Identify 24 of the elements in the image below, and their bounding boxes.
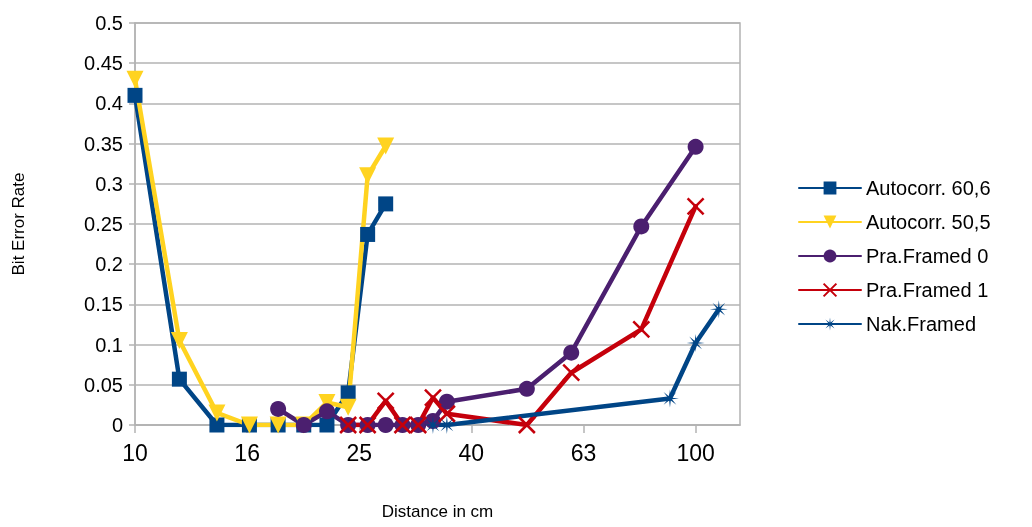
y-tick-label: 0.35 (84, 132, 123, 155)
y-tick-label: 0.05 (84, 373, 123, 396)
y-axis-title: Bit Error Rate (9, 172, 28, 276)
y-tick-label: 0.25 (84, 213, 123, 235)
y-tick-label: 0 (111, 414, 123, 436)
y-tick-label: 0.45 (84, 52, 123, 75)
x-axis-title: Distance in cm (381, 502, 494, 521)
x-tick-label: 100 (676, 439, 715, 466)
x-tick-label: 16 (234, 439, 260, 466)
y-tick-label: 0.5 (95, 12, 123, 34)
x-tick-label: 63 (570, 439, 597, 466)
legend-label: Nak.Framed (866, 313, 977, 335)
x-tick-label: 10 (122, 439, 148, 466)
y-tick-label: 0.2 (95, 253, 123, 276)
y-tick-label: 0.15 (84, 293, 123, 316)
x-tick-label: 25 (346, 439, 373, 466)
x-tick-label: 40 (458, 439, 485, 466)
legend-label: Autocorr. 60,6 (866, 177, 991, 199)
y-tick-label: 0.4 (95, 92, 123, 115)
y-tick-label: 0.3 (95, 172, 123, 195)
legend-label: Pra.Framed 1 (866, 279, 989, 301)
legend-label: Pra.Framed 0 (866, 245, 989, 267)
legend-label: Autocorr. 50,5 (866, 211, 991, 233)
y-tick-label: 0.1 (95, 333, 123, 356)
